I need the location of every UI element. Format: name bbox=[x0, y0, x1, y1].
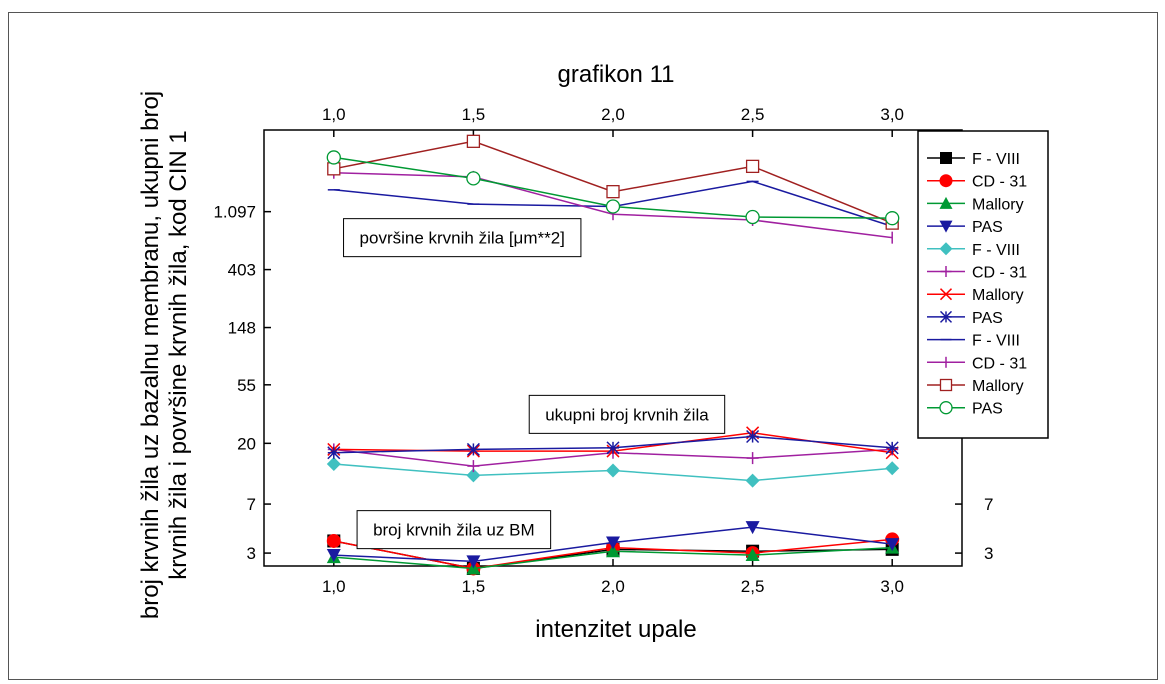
legend-entry: CD - 31 bbox=[927, 174, 1027, 191]
marker-triangle-up bbox=[939, 196, 953, 209]
legend-entry: Mallory bbox=[927, 378, 1024, 395]
annotation-text: ukupni broj krvnih žila bbox=[545, 405, 709, 424]
x-tick-label-top: 2,0 bbox=[601, 105, 625, 124]
y-tick-label: 7 bbox=[247, 495, 256, 514]
legend-entry: F - VIII bbox=[927, 242, 1020, 259]
marker-x-b bbox=[939, 288, 953, 301]
annotation-area: površine krvnih žila [μm**2] bbox=[343, 218, 582, 258]
legend-entry: F - VIII bbox=[927, 151, 1020, 168]
marker-circle-open bbox=[326, 150, 341, 165]
legend-label: Mallory bbox=[972, 287, 1024, 304]
chart-frame bbox=[8, 12, 1158, 680]
marker-triangle-up bbox=[606, 544, 620, 558]
legend-label: PAS bbox=[972, 219, 1003, 236]
legend-entry: PAS bbox=[927, 219, 1003, 236]
legend-label: PAS bbox=[972, 401, 1003, 418]
x-tick-label: 2,0 bbox=[601, 577, 625, 596]
marker-square-open bbox=[327, 162, 341, 176]
legend-label: Mallory bbox=[972, 196, 1024, 213]
legend-label: CD - 31 bbox=[972, 174, 1027, 191]
marker-circle-open bbox=[939, 401, 953, 415]
y-axis-label-line-1: broj krvnih žila uz bazalnu membranu, uk… bbox=[137, 91, 164, 619]
marker-square-open bbox=[606, 185, 620, 199]
marker-diamond bbox=[326, 456, 341, 471]
legend-box bbox=[917, 130, 1049, 439]
x-tick-label: 2,5 bbox=[741, 577, 765, 596]
annotation-text: broj krvnih žila uz BM bbox=[373, 521, 535, 540]
marker-triangle-down bbox=[606, 536, 620, 550]
x-axis-label: intenzitet upale bbox=[535, 616, 696, 643]
y-tick-label: 20 bbox=[237, 434, 256, 453]
series-layer bbox=[326, 134, 900, 576]
y-tick-label: 3 bbox=[247, 544, 256, 563]
marker-triangle-down bbox=[939, 220, 953, 233]
annotation-box bbox=[343, 218, 582, 258]
annotation-text: površine krvnih žila [μm**2] bbox=[360, 229, 565, 248]
marker-diamond bbox=[745, 473, 760, 488]
x-tick-label: 1,0 bbox=[322, 577, 346, 596]
series-11 bbox=[326, 150, 900, 226]
series-4 bbox=[326, 456, 900, 488]
axes: 1,0 1,0 1,5 1,5 2,0 2,0 2,5 2,5 3,0 3,0 3 7 20 55 148 4… bbox=[213, 105, 993, 596]
legend-label: PAS bbox=[972, 310, 1003, 327]
legend-label: Mallory bbox=[972, 378, 1024, 395]
x-tick-label-top: 3,0 bbox=[880, 105, 904, 124]
y-tick-label-right: 7 bbox=[984, 495, 993, 514]
marker-square-open bbox=[466, 134, 481, 148]
y-tick-label: 148 bbox=[228, 319, 256, 338]
legend: F - VIII CD - 31 Mallory PAS F - VIII CD - 31… bbox=[917, 130, 1049, 439]
y-tick-label-right: 3 bbox=[984, 544, 993, 563]
legend-entry: Mallory bbox=[927, 287, 1024, 304]
marker-diamond bbox=[939, 242, 953, 256]
marker-circle bbox=[326, 533, 341, 548]
marker-triangle-up bbox=[745, 548, 760, 562]
marker-square-open bbox=[939, 378, 953, 392]
marker-square bbox=[940, 152, 952, 164]
legend-label: F - VIII bbox=[972, 151, 1020, 168]
marker-triangle-down bbox=[745, 521, 760, 535]
marker-triangle-down bbox=[466, 555, 481, 569]
series-10 bbox=[327, 134, 899, 230]
legend-entry: CD - 31 bbox=[927, 265, 1027, 282]
series-7 bbox=[327, 429, 899, 460]
marker-triangle-down bbox=[885, 538, 900, 552]
marker-diamond bbox=[606, 463, 620, 478]
y-tick-label: 55 bbox=[237, 376, 256, 395]
marker-circle-open bbox=[466, 171, 481, 186]
legend-entry: PAS bbox=[927, 401, 1003, 418]
legend-label: F - VIII bbox=[972, 333, 1020, 350]
marker-circle-open bbox=[605, 199, 621, 214]
annotations: površine krvnih žila [μm**2] ukupni broj … bbox=[343, 218, 726, 550]
marker-circle-open bbox=[885, 211, 900, 226]
legend-entry: CD - 31 bbox=[927, 355, 1027, 372]
marker-diamond bbox=[466, 468, 481, 483]
marker-square-open bbox=[745, 159, 760, 174]
legend-entry: PAS bbox=[927, 310, 1003, 327]
x-tick-label: 1,5 bbox=[462, 577, 486, 596]
legend-label: F - VIII bbox=[972, 242, 1020, 259]
x-tick-label-top: 1,0 bbox=[322, 105, 346, 124]
annotation-bm: broj krvnih žila uz BM bbox=[356, 510, 552, 550]
annotation-box bbox=[528, 394, 726, 434]
legend-entry: F - VIII bbox=[927, 333, 1020, 350]
marker-circle-open bbox=[745, 209, 760, 225]
annotation-box bbox=[356, 510, 552, 550]
y-tick-label: 1.097 bbox=[213, 203, 256, 222]
x-tick-label-top: 2,5 bbox=[741, 105, 765, 124]
legend-entry: Mallory bbox=[927, 196, 1024, 213]
marker-circle bbox=[939, 174, 953, 188]
legend-label: CD - 31 bbox=[972, 265, 1027, 282]
annotation-total: ukupni broj krvnih žila bbox=[528, 394, 726, 434]
y-tick-label: 403 bbox=[228, 261, 256, 280]
legend-label: CD - 31 bbox=[972, 355, 1027, 372]
y-axis-label-line-2: krvnih žila i površine krvnih žila, kod … bbox=[165, 130, 192, 580]
marker-diamond bbox=[885, 461, 900, 476]
x-tick-label: 3,0 bbox=[880, 577, 904, 596]
x-tick-label-top: 1,5 bbox=[462, 105, 486, 124]
chart-title: grafikon 11 bbox=[558, 61, 675, 88]
series-2 bbox=[326, 540, 900, 575]
marker-triangle-down bbox=[326, 549, 341, 563]
series-3 bbox=[326, 521, 900, 569]
